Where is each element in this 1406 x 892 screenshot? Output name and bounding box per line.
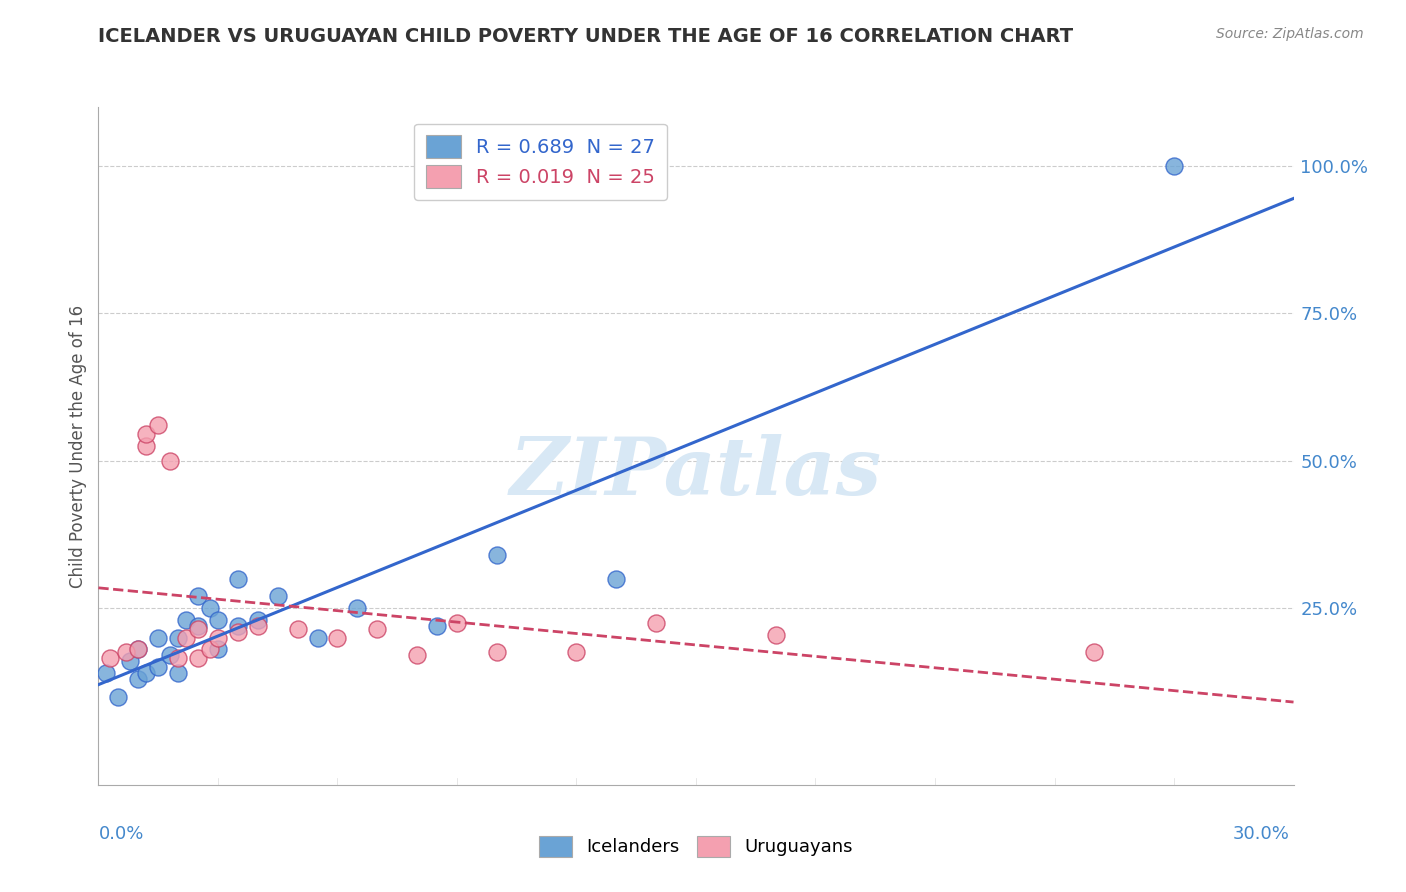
Point — [167, 665, 190, 680]
Point — [307, 631, 329, 645]
Text: 0.0%: 0.0% — [98, 825, 143, 843]
Point — [100, 651, 122, 665]
Point — [159, 648, 181, 663]
Point — [159, 454, 181, 468]
Point — [605, 572, 627, 586]
Point — [226, 624, 249, 639]
Point — [645, 615, 668, 630]
Point — [187, 622, 209, 636]
Legend: Icelanders, Uruguayans: Icelanders, Uruguayans — [531, 829, 860, 864]
Point — [207, 613, 229, 627]
Point — [426, 619, 449, 633]
Text: 30.0%: 30.0% — [1233, 825, 1289, 843]
Point — [148, 631, 170, 645]
Point — [326, 631, 349, 645]
Point — [485, 645, 508, 659]
Point — [187, 590, 209, 604]
Point — [446, 615, 468, 630]
Point — [135, 665, 157, 680]
Point — [107, 690, 129, 704]
Point — [174, 613, 197, 627]
Point — [246, 613, 269, 627]
Text: ZIPatlas: ZIPatlas — [510, 434, 882, 512]
Point — [226, 572, 249, 586]
Point — [187, 619, 209, 633]
Point — [120, 654, 142, 668]
Point — [135, 427, 157, 442]
Text: ICELANDER VS URUGUAYAN CHILD POVERTY UNDER THE AGE OF 16 CORRELATION CHART: ICELANDER VS URUGUAYAN CHILD POVERTY UND… — [98, 27, 1074, 45]
Point — [287, 622, 309, 636]
Point — [207, 631, 229, 645]
Point — [246, 619, 269, 633]
Point — [366, 622, 388, 636]
Point — [148, 418, 170, 433]
Point — [565, 645, 588, 659]
Text: Source: ZipAtlas.com: Source: ZipAtlas.com — [1216, 27, 1364, 41]
Point — [167, 631, 190, 645]
Point — [1163, 159, 1185, 173]
Point — [148, 660, 170, 674]
Point — [127, 642, 149, 657]
Point — [198, 642, 221, 657]
Point — [127, 642, 149, 657]
Point — [127, 672, 149, 686]
Point — [765, 627, 787, 641]
Point — [267, 590, 290, 604]
Point — [115, 645, 138, 659]
Point — [167, 651, 190, 665]
Y-axis label: Child Poverty Under the Age of 16: Child Poverty Under the Age of 16 — [69, 304, 87, 588]
Point — [207, 642, 229, 657]
Point — [485, 548, 508, 562]
Point — [187, 651, 209, 665]
Point — [198, 601, 221, 615]
Point — [135, 439, 157, 453]
Point — [174, 631, 197, 645]
Point — [96, 665, 118, 680]
Point — [226, 619, 249, 633]
Point — [406, 648, 429, 663]
Point — [1083, 645, 1105, 659]
Point — [346, 601, 368, 615]
